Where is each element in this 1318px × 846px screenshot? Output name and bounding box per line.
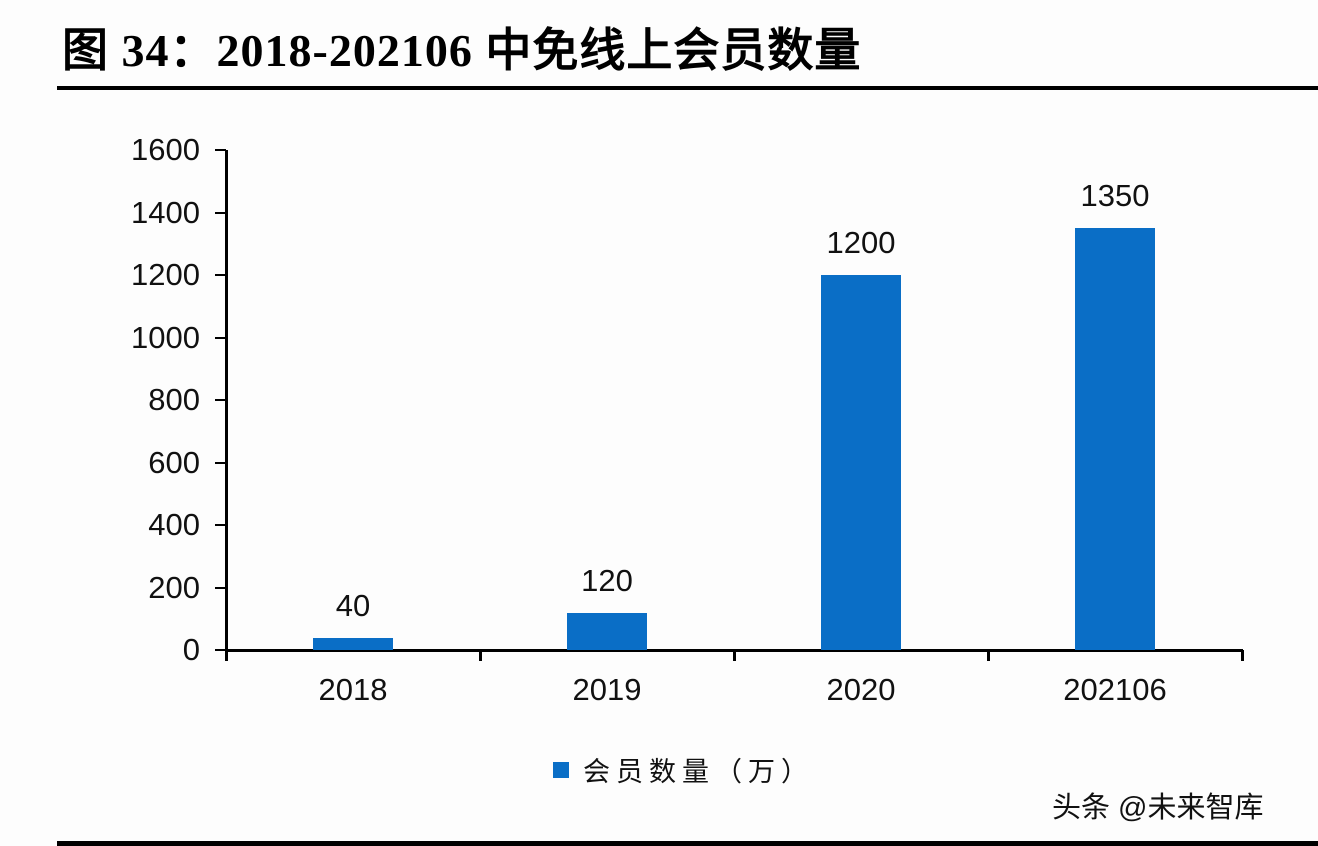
y-tick-label: 1600 — [131, 132, 200, 167]
bar-2018 — [313, 637, 393, 650]
y-tick-label: 600 — [148, 444, 200, 480]
y-tick — [215, 399, 226, 401]
bar-value-label: 120 — [581, 562, 633, 598]
x-tick-label: 2018 — [318, 672, 388, 707]
y-tick — [215, 149, 226, 151]
y-tick-label: 200 — [148, 569, 200, 605]
x-tick-label: 2019 — [572, 672, 642, 707]
x-tick-label: 202106 — [1063, 672, 1167, 707]
watermark: 头条 @未来智库 — [1052, 792, 1264, 824]
legend-label: 会员数量（万） — [583, 757, 814, 788]
bar-value-label: 1200 — [826, 225, 896, 260]
y-tick — [215, 524, 226, 526]
y-tick-label: 800 — [148, 382, 200, 417]
x-tick — [1241, 650, 1244, 661]
legend: 会员数量（万） — [553, 750, 814, 789]
y-tick-label: 1200 — [131, 257, 200, 292]
y-tick — [215, 586, 226, 589]
x-tick-label: 2020 — [826, 672, 896, 707]
y-tick — [215, 461, 226, 464]
y-tick-label: 400 — [148, 507, 200, 542]
x-tick — [733, 650, 736, 661]
y-tick — [215, 274, 226, 276]
title-divider — [57, 86, 1318, 90]
bar-2020 — [821, 275, 901, 650]
legend-swatch — [553, 761, 569, 778]
y-tick — [215, 649, 226, 651]
bar-value-label: 40 — [335, 587, 371, 623]
y-tick — [215, 336, 226, 339]
bar-202106 — [1075, 228, 1155, 650]
y-tick — [215, 211, 226, 214]
bar-2019 — [567, 612, 647, 650]
x-tick — [479, 650, 482, 661]
y-axis — [225, 150, 228, 660]
bar-value-label: 1350 — [1080, 178, 1150, 214]
y-tick-label: 1000 — [131, 319, 200, 355]
y-tick-label: 0 — [182, 632, 200, 667]
x-tick — [225, 650, 228, 661]
y-tick-label: 1400 — [131, 194, 200, 230]
x-tick — [987, 650, 990, 661]
bottom-divider — [57, 841, 1318, 846]
chart-title: 图 34：2018-202106 中免线上会员数量 — [62, 25, 862, 76]
